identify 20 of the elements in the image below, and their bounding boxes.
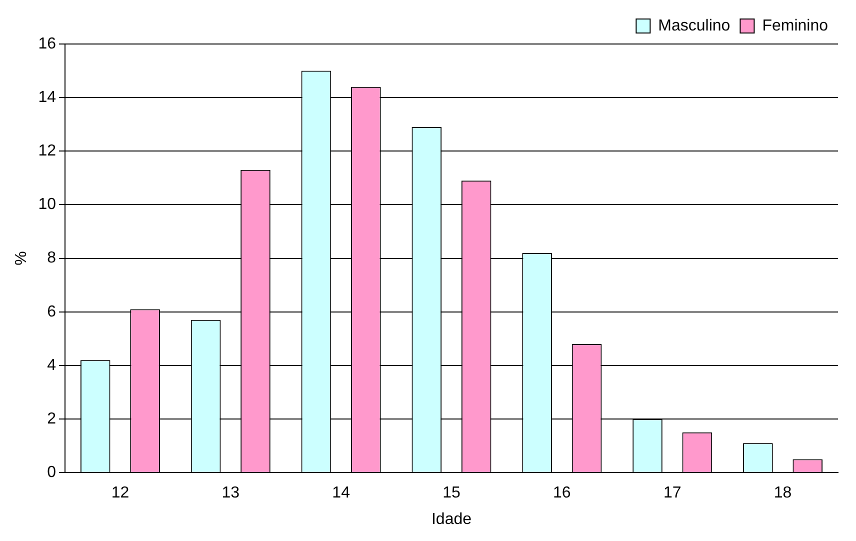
x-tick-label: 12 [111,484,130,502]
y-tick-label: 2 [47,410,56,428]
y-tick-label: 12 [38,142,56,160]
x-tick-label: 18 [774,484,792,502]
y-axis-title: % [13,251,30,266]
y-tick-label: 8 [47,250,56,267]
y-tick-label: 4 [47,356,56,374]
x-axis-title: Idade [431,510,472,528]
y-tick-label: 14 [38,88,56,106]
x-tick-label: 14 [332,484,350,502]
x-tick-label: 13 [222,484,240,502]
legend-label: Masculino [658,17,730,34]
y-tick-label: 6 [47,303,56,320]
x-tick-label: 17 [663,484,682,502]
y-tick-label: 0 [47,464,56,482]
y-tick-label: 16 [38,35,56,52]
legend-label: Feminino [762,17,828,34]
y-tick-label: 10 [38,196,56,214]
x-tick-label: 16 [553,484,571,502]
x-tick-label: 15 [442,484,460,502]
